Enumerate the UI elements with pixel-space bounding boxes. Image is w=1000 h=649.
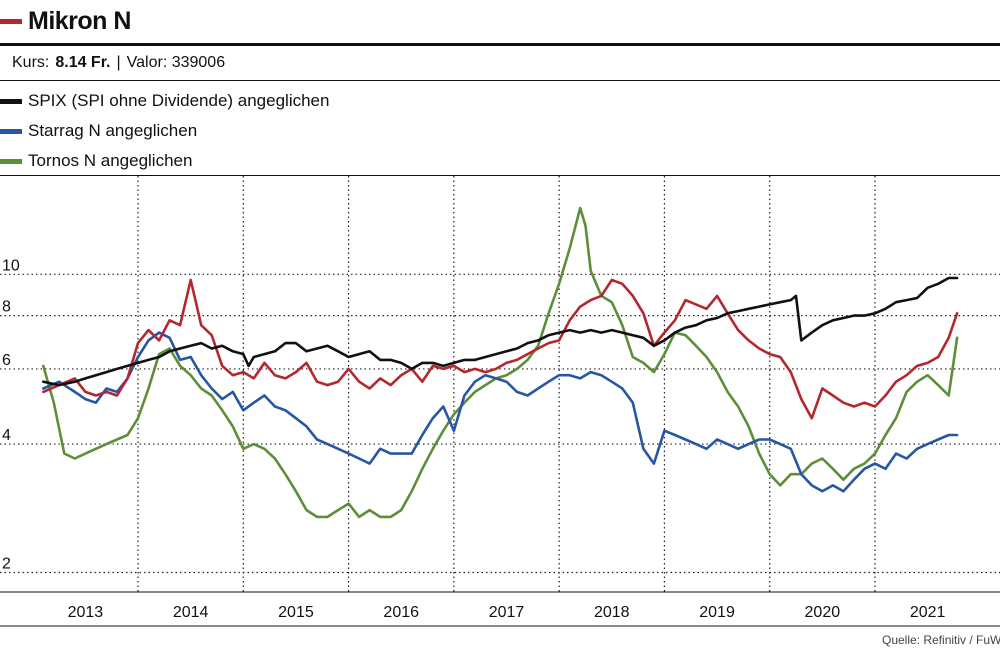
y-tick-label: 6 <box>2 352 11 369</box>
chart-title: Mikron N <box>28 6 131 35</box>
valor-text: Valor: 339006 <box>126 54 226 71</box>
legend-label-tornos: Tornos N angeglichen <box>28 151 193 170</box>
source-note: Quelle: Refinitiv / FuW <box>882 633 1000 647</box>
legend-label-spix: SPIX (SPI ohne Dividende) angeglichen <box>28 91 330 110</box>
info-divider <box>0 80 1000 81</box>
legend-item-tornos: Tornos N angeglichen <box>0 146 329 176</box>
x-tick-label: 2013 <box>68 604 104 621</box>
tornos-legend-swatch <box>0 158 22 164</box>
info-separator: | <box>116 54 121 71</box>
y-tick-label: 2 <box>2 555 11 572</box>
mikron-series-line <box>41 278 959 420</box>
spix-legend-swatch <box>0 98 22 104</box>
x-tick-label: 2014 <box>173 604 209 621</box>
kurs-value: 8.14 Fr. <box>55 54 111 71</box>
x-tick-label: 2019 <box>699 604 735 621</box>
y-tick-label: 10 <box>2 257 20 274</box>
x-tick-label: 2018 <box>594 604 630 621</box>
x-tick-label: 2016 <box>383 604 419 621</box>
spix-series-line <box>41 276 959 387</box>
x-tick-label: 2017 <box>489 604 525 621</box>
kurs-label: Kurs: <box>12 54 50 71</box>
legend-divider <box>0 175 1000 176</box>
tornos-series-line <box>41 206 959 519</box>
chart-title-row: Mikron N <box>0 2 131 40</box>
x-tick-label: 2021 <box>910 604 946 621</box>
legend-item-starrag: Starrag N angeglichen <box>0 116 329 146</box>
title-divider <box>0 43 1000 46</box>
legend-label-starrag: Starrag N angeglichen <box>28 121 198 140</box>
starrag-series-line <box>41 331 959 493</box>
y-tick-label: 4 <box>2 427 11 444</box>
quote-info: Kurs: 8.14 Fr. | Valor: 339006 <box>12 50 225 76</box>
legend-item-spix: SPIX (SPI ohne Dividende) angeglichen <box>0 86 329 116</box>
legend: SPIX (SPI ohne Dividende) angeglichen St… <box>0 86 329 176</box>
x-tick-label: 2015 <box>278 604 314 621</box>
mikron-legend-swatch <box>0 18 22 24</box>
y-tick-label: 8 <box>2 299 11 316</box>
starrag-legend-swatch <box>0 128 22 134</box>
x-tick-label: 2020 <box>805 604 841 621</box>
